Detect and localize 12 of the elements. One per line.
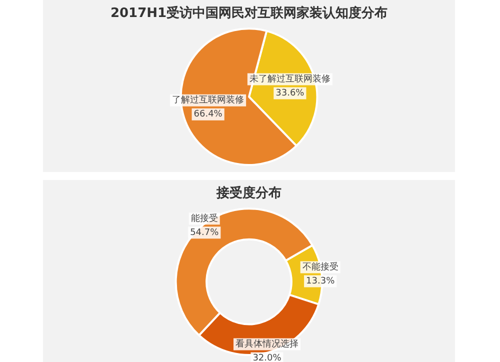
slice-label: 未了解过互联网装修 (249, 74, 330, 85)
data-label: 54.7% (190, 228, 220, 238)
slice-label: 看具体情况选择 (235, 338, 298, 350)
data-label: 13.3% (306, 276, 336, 287)
data-label: 32.0% (252, 354, 282, 362)
chart-title: 2017H1受访中国网民对互联网家装认知度分布 (110, 5, 388, 22)
slice-label: 不能接受 (302, 262, 338, 273)
slice-label: 了解过互联网装修 (172, 94, 244, 106)
data-label: 33.6% (276, 88, 305, 99)
data-label: 66.4% (194, 110, 223, 120)
chart-title: 接受度分布 (216, 185, 282, 202)
slice-label: 能接受 (190, 212, 218, 224)
